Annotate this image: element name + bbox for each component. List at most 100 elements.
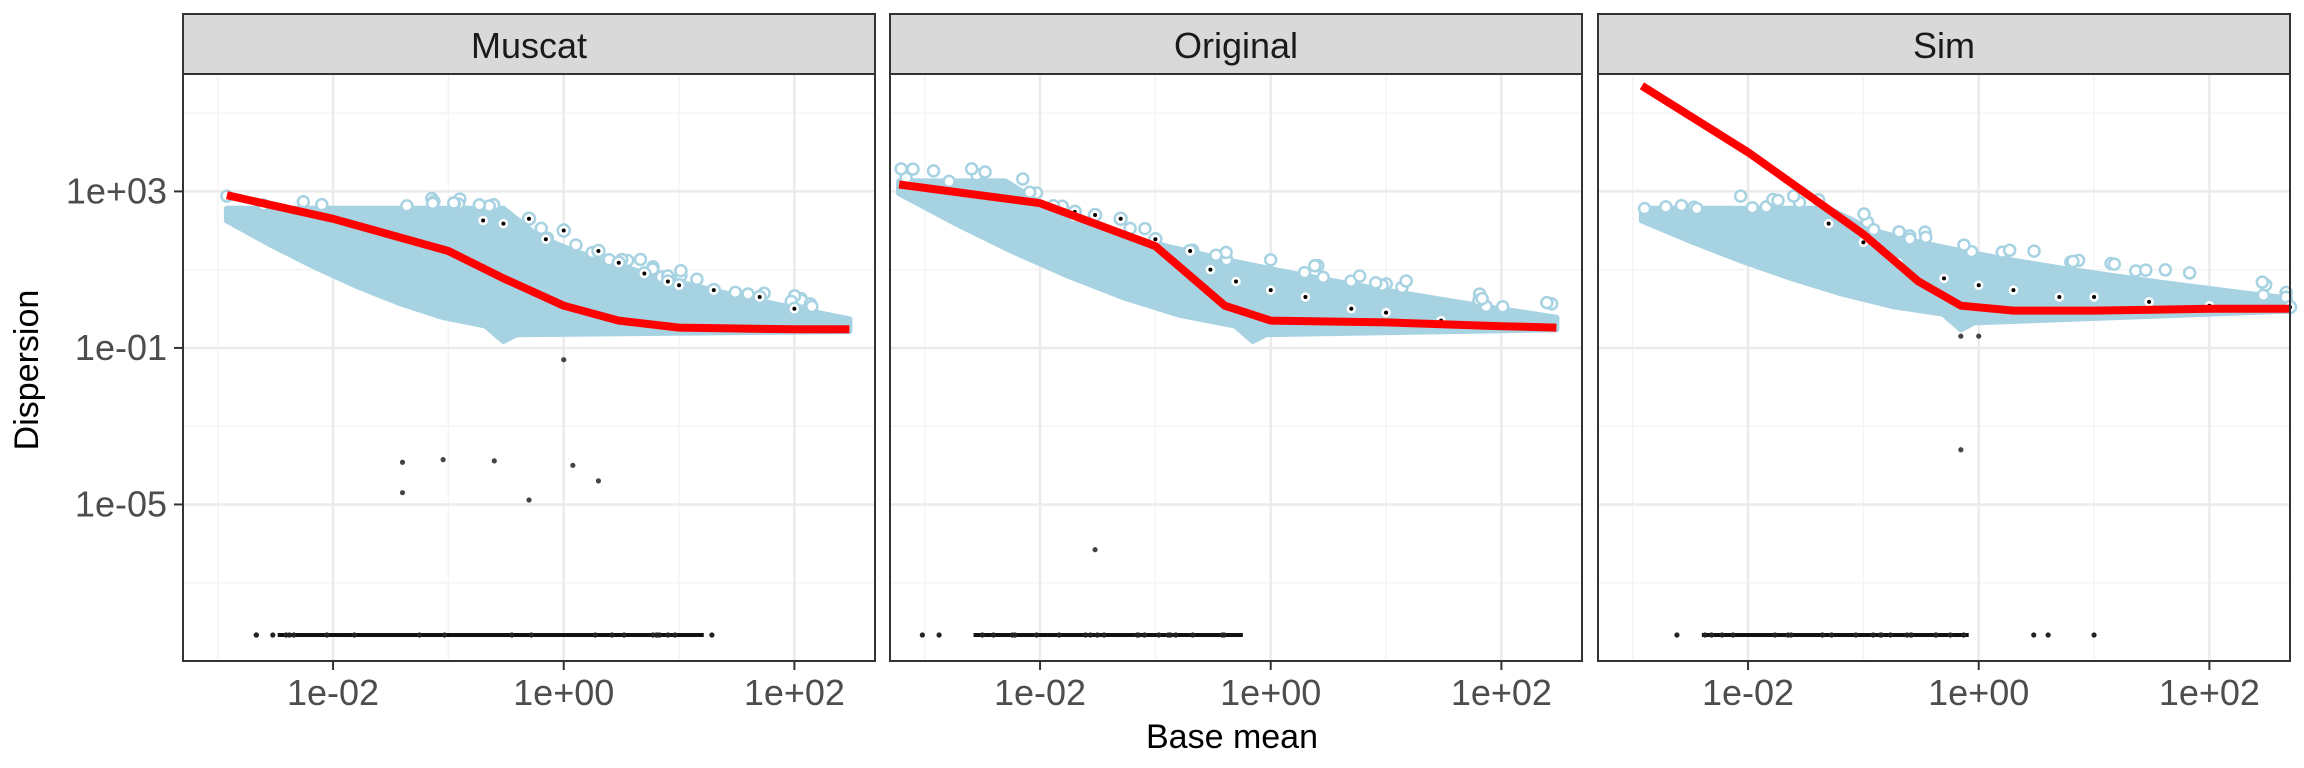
- outlier-final-estimate: [1153, 237, 1158, 242]
- outlier-final-estimate: [2011, 288, 2016, 293]
- gene-estimate-point: [1495, 300, 1510, 314]
- low-dispersion-point: [440, 457, 446, 463]
- panel-border: [182, 73, 876, 662]
- zero-dispersion-point: [509, 632, 515, 638]
- x-tick-label: 1e+00: [1220, 672, 1321, 713]
- y-tick-label: 1e+03: [66, 170, 167, 211]
- outlier-final-estimate: [596, 248, 601, 253]
- panel-border: [889, 73, 1583, 662]
- gene-estimate-point: [1016, 172, 1030, 186]
- outlier-final-estimate: [642, 271, 647, 276]
- gene-estimate-point: [2139, 263, 2153, 277]
- gene-estimate-point: [1919, 230, 1933, 245]
- zero-dispersion-point: [1173, 632, 1179, 638]
- zero-dispersion-point: [1082, 632, 1089, 638]
- outlier-final-estimate: [2147, 299, 2152, 304]
- gene-estimate-point: [741, 287, 755, 301]
- y-axis-title: Dispersion: [8, 290, 46, 451]
- zero-dispersion-point: [979, 632, 985, 638]
- gene-estimate-point: [1786, 189, 1801, 203]
- outlier-final-estimate: [501, 221, 506, 226]
- fitted-trend-line: [898, 180, 1557, 332]
- outlier-final-estimate: [527, 216, 531, 221]
- low-dispersion-point: [595, 478, 602, 484]
- zero-dispersion-point: [1094, 632, 1100, 638]
- zero-dispersion-point: [1702, 632, 1708, 638]
- outlier-final-estimate: [1349, 306, 1354, 311]
- zero-dispersion-point: [1878, 632, 1885, 638]
- x-tick-label: 1e+00: [513, 672, 614, 713]
- zero-dispersion-point: [253, 632, 259, 638]
- gene-estimate-point: [472, 198, 487, 212]
- zero-dispersion-point: [990, 632, 997, 638]
- zero-dispersion-point: [2045, 632, 2051, 638]
- zero-dispersion-point: [1719, 632, 1725, 638]
- outlier-final-estimate: [1976, 283, 1981, 288]
- gene-estimate-point: [1263, 253, 1278, 267]
- gene-estimate-point: [1745, 200, 1760, 215]
- gene-estimate-point: [315, 197, 329, 212]
- panels-layer: Muscat 1e-02 1e+00 1e+02 1e+03 1e-01 1e-05 Orig…: [66, 13, 2298, 713]
- zero-dispersion-point: [621, 632, 627, 638]
- outlier-final-estimate: [1188, 248, 1193, 253]
- zero-dispersion-point: [1947, 632, 1953, 638]
- fitted-trend-line: [226, 191, 850, 334]
- zero-dispersion-point: [919, 632, 925, 638]
- gene-estimate-point: [1540, 295, 1554, 310]
- outlier-final-estimate: [1826, 221, 1831, 226]
- gene-estimate-point: [2027, 244, 2041, 258]
- gene-estimate-point: [906, 162, 920, 176]
- zero-dispersion-point: [709, 632, 715, 638]
- zero-dispersion-point: [1219, 632, 1225, 638]
- strip-label: Sim: [1913, 25, 1975, 66]
- zero-dispersion-point: [528, 632, 535, 638]
- gene-estimate-point: [1022, 185, 1037, 200]
- zero-dispersion-point: [324, 632, 330, 638]
- gene-estimate-point: [1209, 248, 1223, 263]
- zero-dispersion-point: [1087, 632, 1094, 638]
- outlier-final-estimate: [481, 218, 486, 223]
- gene-estimate-point: [2182, 266, 2197, 280]
- zero-dispersion-point: [1033, 632, 1040, 638]
- panel-original: Original 1e-02 1e+00 1e+02: [889, 13, 1583, 713]
- outlier-final-estimate: [792, 306, 797, 311]
- outlier-final-estimate: [1384, 310, 1389, 315]
- gene-estimate-point: [1352, 269, 1367, 283]
- zero-dispersion-point: [1933, 632, 1939, 638]
- gene-estimate-point: [296, 194, 311, 209]
- gene-estimate-cloud: [223, 205, 853, 344]
- gene-estimate-point: [2107, 257, 2122, 271]
- gene-estimate-point: [1138, 221, 1152, 236]
- outlier-final-estimate: [1861, 240, 1866, 245]
- outlier-final-estimate: [1093, 212, 1098, 217]
- gene-estimate-point: [964, 162, 979, 176]
- gene-estimate-point: [1957, 238, 1971, 252]
- y-tick-label: 1e-01: [75, 327, 167, 368]
- gene-estimate-point: [446, 196, 461, 210]
- gene-estimate-point: [926, 164, 941, 178]
- low-dispersion-point: [570, 462, 576, 468]
- zero-dispersion-point: [654, 632, 660, 638]
- x-tick-label: 1e+02: [2159, 672, 2260, 713]
- x-axis-title: Base mean: [1146, 718, 1318, 756]
- strip-label: Original: [1174, 25, 1298, 66]
- low-dispersion-point: [1976, 333, 1982, 339]
- zero-dispersion-point: [1785, 632, 1791, 638]
- outlier-final-estimate: [2057, 295, 2062, 300]
- y-tick-label: 1e-05: [75, 483, 167, 524]
- x-tick-label: 1e-02: [1702, 672, 1794, 713]
- low-dispersion-point: [1958, 447, 1964, 453]
- zero-dispersion-point: [1156, 632, 1162, 638]
- gene-estimate-point: [942, 174, 956, 189]
- outlier-final-estimate: [1208, 267, 1213, 272]
- gene-estimate-point: [1659, 200, 1673, 214]
- gene-estimate-point: [1771, 193, 1785, 208]
- gene-estimate-point: [2002, 243, 2017, 257]
- gene-estimate-point: [1903, 232, 1917, 246]
- x-tick-label: 1e+02: [744, 672, 845, 713]
- zero-dispersion-point: [1908, 632, 1915, 638]
- gene-estimate-point: [1475, 291, 1489, 306]
- gene-estimate-point: [805, 299, 819, 314]
- zero-dispersion-point: [1674, 632, 1680, 638]
